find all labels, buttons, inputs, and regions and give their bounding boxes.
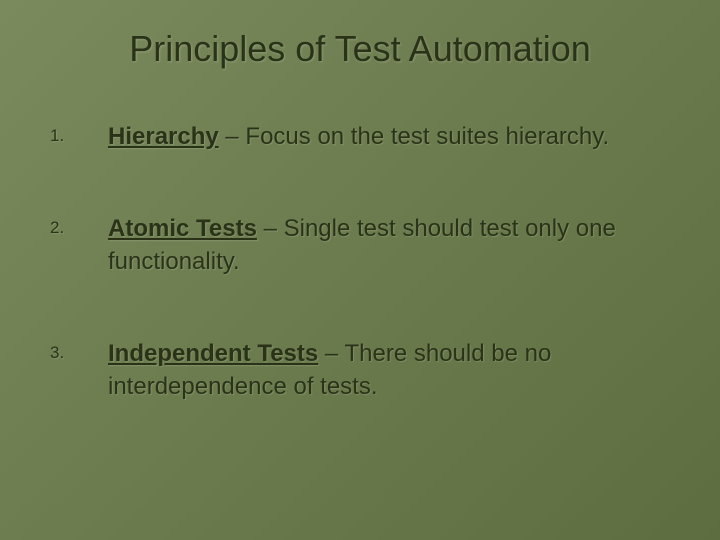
- item-separator: –: [318, 340, 344, 367]
- slide-container: Principles of Test Automation 1. Hierarc…: [0, 0, 720, 540]
- item-content: Hierarchy – Focus on the test suites hie…: [108, 120, 670, 154]
- list-item: 1. Hierarchy – Focus on the test suites …: [50, 120, 670, 154]
- slide-title: Principles of Test Automation: [50, 28, 670, 70]
- item-number: 3.: [50, 337, 108, 363]
- item-content: Atomic Tests – Single test should test o…: [108, 212, 670, 279]
- item-content: Independent Tests – There should be no i…: [108, 337, 670, 404]
- item-bold-term: Hierarchy: [108, 123, 219, 150]
- principles-list: 1. Hierarchy – Focus on the test suites …: [50, 120, 670, 404]
- list-item: 3. Independent Tests – There should be n…: [50, 337, 670, 404]
- list-item: 2. Atomic Tests – Single test should tes…: [50, 212, 670, 279]
- item-bold-term: Atomic Tests: [108, 215, 257, 242]
- item-separator: –: [257, 215, 284, 242]
- item-number: 1.: [50, 120, 108, 146]
- item-number: 2.: [50, 212, 108, 238]
- item-description: Focus on the test suites hierarchy.: [245, 123, 609, 150]
- item-separator: –: [219, 123, 246, 150]
- item-bold-term: Independent Tests: [108, 340, 318, 367]
